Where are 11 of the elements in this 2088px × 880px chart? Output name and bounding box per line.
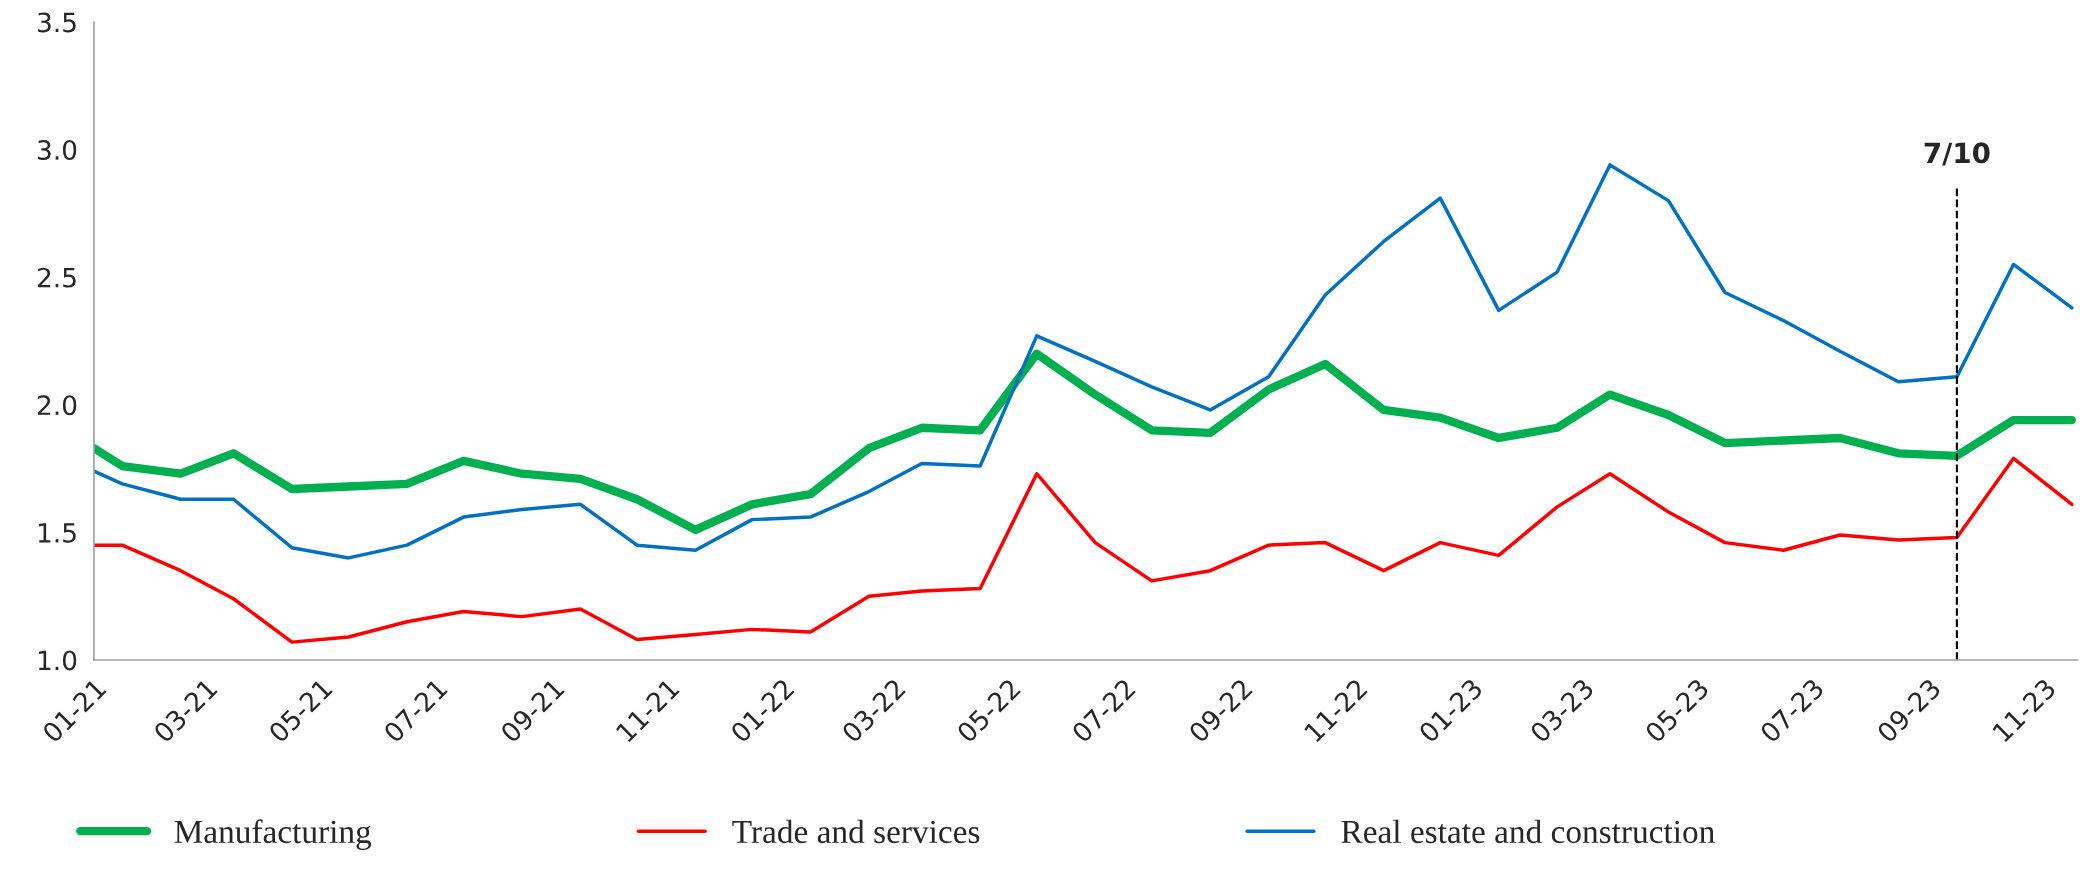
legend-label: Real estate and construction	[1341, 819, 1715, 844]
legend-label: Manufacturing	[174, 819, 372, 850]
y-tick-label: 3.0	[38, 140, 77, 160]
annotation: 7/10	[1924, 142, 1990, 166]
y-tick-label: 2.0	[37, 395, 77, 416]
y-tick-label: 1.5	[38, 523, 76, 543]
line-series	[93, 456, 2074, 644]
y-tick-label: 1.0	[38, 650, 77, 671]
y-tick-label: 3.5	[38, 12, 76, 33]
legend-label: Trade and services	[732, 819, 980, 844]
y-tick-label: 2.5	[37, 267, 76, 288]
